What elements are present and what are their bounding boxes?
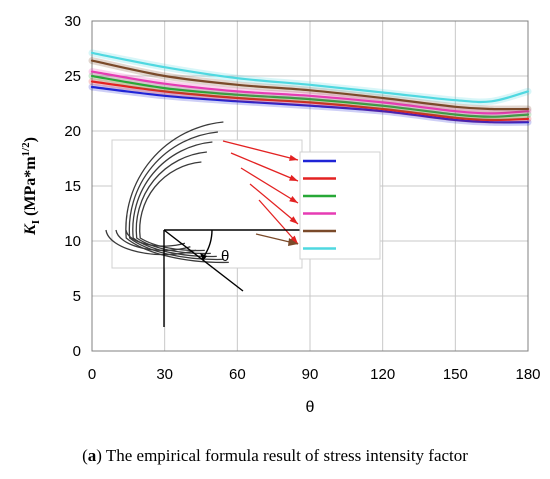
inset-arrowhead — [290, 235, 298, 244]
crack-front-arc — [125, 121, 229, 264]
inset-arrowhead — [289, 216, 298, 224]
y-tick-labels: 0 5 10 15 20 25 30 — [64, 13, 81, 360]
y-axis-label-units-sup: 1/2 — [20, 142, 32, 157]
legend — [299, 151, 381, 260]
y-axis-label-units: (MPa*m — [22, 156, 39, 220]
x-tick-label: 90 — [302, 366, 319, 383]
y-tick-label: 5 — [73, 288, 81, 305]
crack-front-arc — [128, 131, 223, 261]
crack-front-arc — [125, 229, 186, 247]
series-4-line — [90, 70, 530, 115]
series-1-line — [90, 85, 530, 124]
caption-text: The empirical formula result of stress i… — [101, 446, 468, 465]
series-layer — [88, 49, 532, 126]
x-tick-label: 0 — [88, 366, 96, 383]
caption-panel-label: a — [87, 446, 97, 465]
x-tick-label: 180 — [515, 366, 540, 383]
y-tick-label: 25 — [64, 68, 81, 85]
crack-front-arc — [139, 161, 205, 252]
y-axis-label: KI (MPa*m1/2) — [20, 137, 42, 236]
angle-arrowhead — [200, 253, 207, 261]
inset-arrowhead — [289, 195, 298, 203]
crack-front-arc — [132, 141, 217, 258]
series-5-line — [90, 59, 530, 111]
crack-front-arc — [105, 229, 197, 256]
y-axis-label-units-close: ) — [22, 137, 39, 142]
inset-arrow — [258, 199, 299, 245]
x-tick-labels: 0 30 60 90 120 150 180 — [88, 366, 541, 383]
x-tick-label: 150 — [443, 366, 468, 383]
y-axis-label-main: K — [22, 223, 39, 236]
inset-arrowhead — [289, 154, 298, 161]
inset-arrowhead — [289, 174, 298, 181]
crack-front-arcs — [105, 121, 229, 264]
angle-label: θ — [221, 248, 229, 265]
y-tick-label: 0 — [73, 343, 81, 360]
plot-area-border — [91, 20, 529, 352]
angle-ray-line — [163, 229, 244, 292]
y-tick-label: 20 — [64, 123, 81, 140]
inset-arrow — [222, 140, 299, 161]
x-axis-label: θ — [306, 399, 315, 416]
x-tick-label: 30 — [156, 366, 173, 383]
series-2-line — [90, 80, 530, 122]
inset-arrow — [249, 183, 299, 225]
legend-entries — [303, 159, 336, 250]
y-axis-label-sub: I — [30, 220, 42, 224]
x-tick-label: 60 — [229, 366, 246, 383]
y-tick-label: 15 — [64, 178, 81, 195]
figure-caption: (a) The empirical formula result of stre… — [82, 446, 468, 465]
y-tick-label: 10 — [64, 233, 81, 250]
y-tick-label: 30 — [64, 13, 81, 30]
inset-arrow — [230, 152, 299, 182]
series-6-line — [90, 51, 530, 104]
series-3-line — [90, 74, 530, 118]
x-tick-label: 120 — [370, 366, 395, 383]
inset-arrowhead — [288, 238, 298, 246]
crack-schematic-inset: θ — [105, 121, 303, 327]
legend-box — [299, 151, 381, 260]
crack-front-arc — [135, 151, 211, 255]
inset-arrow — [240, 167, 299, 204]
crack-front-arrows — [222, 140, 299, 246]
